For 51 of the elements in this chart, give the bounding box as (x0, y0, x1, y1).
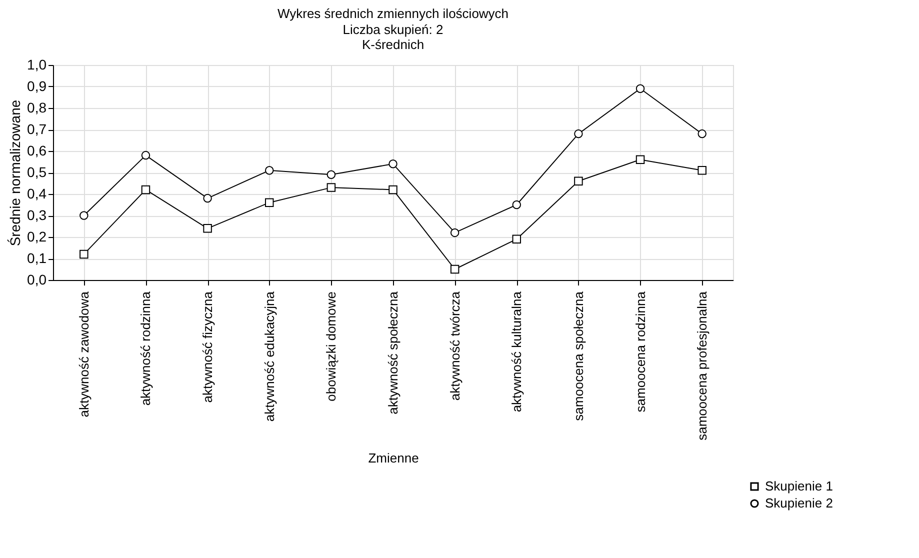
point (264, 166, 274, 175)
point (141, 150, 150, 160)
y-tick-label: 0,8 (27, 100, 47, 116)
x-tick-label: aktywność zawodowa (76, 290, 92, 418)
point (698, 166, 706, 175)
point (636, 155, 645, 164)
point (450, 264, 460, 274)
x-tick-label: obowiązki domowe (324, 292, 339, 402)
x-axis-title: Zmienne (368, 450, 419, 466)
point (80, 250, 88, 259)
legend-label: Skupienie 1 (765, 478, 833, 494)
point (512, 234, 522, 244)
point (636, 84, 645, 94)
y-tick-label: 0,2 (27, 228, 47, 244)
chart-title: Wykres średnich zmiennych ilościowych (277, 6, 509, 21)
x-tick-label: samoocena społeczna (570, 290, 586, 421)
x-tick-label: aktywność twórcza (447, 290, 462, 401)
y-tick-label: 0,0 (27, 272, 47, 288)
y-axis-title: Średnie normalizowane (7, 100, 24, 246)
point (326, 170, 336, 180)
text: Liczba skupień: 2 (342, 22, 444, 37)
x-tick-label: samoocena rodzinna (632, 290, 648, 412)
point (388, 160, 398, 168)
point (141, 185, 150, 194)
x-tick-label: samoocena profesjonalna (694, 290, 710, 440)
text: K-średnich (362, 37, 424, 52)
x-tick-label: aktywność edukacyjna (262, 290, 277, 422)
point (698, 129, 706, 138)
y-tick-label: 0,6 (27, 142, 47, 158)
y-tick-label: 0,4 (27, 186, 47, 202)
point (203, 194, 212, 203)
y-tick-label: 0,3 (27, 207, 47, 223)
point (450, 228, 460, 238)
point (512, 200, 522, 210)
y-tick-label: 0,9 (27, 78, 47, 94)
x-tick-label: aktywność kulturalna (509, 290, 524, 412)
point (388, 185, 398, 194)
y-tick-label: 0,5 (27, 164, 47, 180)
x-tick-label: aktywność rodzinna (138, 290, 154, 406)
point (326, 183, 336, 192)
legend-label: Skupienie 2 (765, 496, 833, 510)
y-tick-label: 0,1 (27, 250, 47, 266)
x-tick-label: aktywność fizyczna (200, 290, 216, 403)
point (574, 129, 583, 138)
point (203, 224, 212, 233)
x-tick-label: aktywność społeczna (386, 290, 400, 414)
y-tick-label: 1,0 (27, 56, 47, 72)
y-tick-label: 0,7 (27, 121, 47, 137)
point (264, 198, 274, 207)
point (574, 176, 583, 186)
point (80, 211, 88, 220)
